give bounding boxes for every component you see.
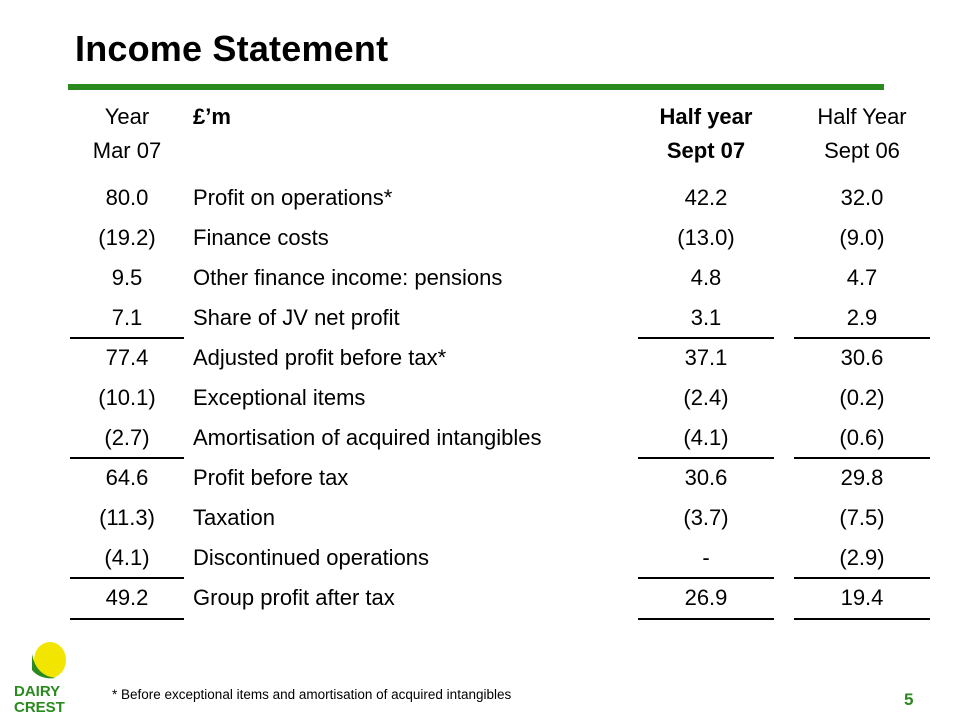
table-row: (4.1) Discontinued operations - (2.9): [0, 538, 960, 578]
cell-half1: 30.6: [684, 465, 728, 490]
cell-label: Other finance income: pensions: [193, 265, 503, 290]
cell-half2: (0.2): [839, 385, 885, 410]
bottom-rule-half1: [638, 618, 774, 620]
table-row-total: 49.2 Group profit after tax 26.9 19.4: [0, 577, 960, 620]
table-row-subtotal: 77.4 Adjusted profit before tax* 37.1 30…: [0, 337, 960, 378]
subtotal-rule-half2: [794, 457, 930, 459]
total-rule-year: [70, 577, 184, 579]
table-row: (11.3) Taxation (3.7) (7.5): [0, 498, 960, 538]
cell-half1: (13.0): [677, 225, 735, 250]
header-year-line1: Year: [104, 104, 150, 129]
cell-year: (19.2): [98, 225, 156, 250]
cell-label: Taxation: [193, 505, 275, 530]
cell-half2: (0.6): [839, 425, 885, 450]
cell-year: (2.7): [104, 425, 150, 450]
cell-year: (4.1): [104, 545, 150, 570]
header-year: Year Mar 07: [70, 100, 184, 168]
page-number: 5: [904, 690, 914, 709]
table-row: (19.2) Finance costs (13.0) (9.0): [0, 218, 960, 258]
logo-text-bottom: CREST: [14, 699, 65, 716]
cell-label: Amortisation of acquired intangibles: [193, 425, 542, 450]
cell-label: Adjusted profit before tax*: [193, 345, 447, 370]
cell-half2: (2.9): [839, 545, 885, 570]
cell-half1: 4.8: [690, 265, 722, 290]
cell-label: Exceptional items: [193, 385, 366, 410]
header-half1-line1: Half year: [659, 104, 753, 129]
dairy-crest-logo: DAIRY CREST: [10, 640, 74, 716]
cell-label: Finance costs: [193, 225, 329, 250]
bottom-rule-year: [70, 618, 184, 620]
cell-year: 77.4: [105, 345, 149, 370]
cell-half1: -: [702, 545, 710, 570]
income-table: 80.0 Profit on operations* 42.2 32.0 (19…: [0, 178, 960, 620]
header-half1-line2: Sept 07: [666, 138, 746, 163]
table-row: (10.1) Exceptional items (2.4) (0.2): [0, 378, 960, 418]
cell-half1: 26.9: [684, 585, 728, 610]
cell-half2: 29.8: [840, 465, 884, 490]
bottom-rule-half2: [794, 618, 930, 620]
cell-half2: 4.7: [846, 265, 878, 290]
cell-half1: 37.1: [684, 345, 728, 370]
header-year-line2: Mar 07: [92, 138, 162, 163]
cell-half2: 30.6: [840, 345, 884, 370]
cell-label: Share of JV net profit: [193, 305, 400, 330]
total-rule-half2: [794, 577, 930, 579]
cell-half2: (7.5): [839, 505, 885, 530]
table-row: 80.0 Profit on operations* 42.2 32.0: [0, 178, 960, 218]
cell-year: 49.2: [105, 585, 149, 610]
header-label: £’m: [193, 104, 231, 129]
table-row-subtotal: 64.6 Profit before tax 30.6 29.8: [0, 457, 960, 498]
total-rule-half1: [638, 577, 774, 579]
cell-half1: (2.4): [683, 385, 729, 410]
cell-year: 7.1: [111, 305, 143, 330]
cell-half2: 32.0: [840, 185, 884, 210]
cell-year: 9.5: [111, 265, 143, 290]
page-title: Income Statement: [75, 28, 389, 69]
title-underline: [68, 84, 884, 90]
sun-logo-icon: DAIRY CREST: [14, 642, 66, 716]
subtotal-rule-year: [70, 457, 184, 459]
cell-half1: (3.7): [683, 505, 729, 530]
cell-half2: 19.4: [840, 585, 884, 610]
header-half-year-sept07: Half year Sept 07: [638, 100, 774, 168]
cell-label: Discontinued operations: [193, 545, 430, 570]
cell-label: Group profit after tax: [193, 585, 395, 610]
cell-half1: (4.1): [683, 425, 729, 450]
subtotal-rule-half1: [638, 457, 774, 459]
cell-year: (11.3): [99, 505, 155, 530]
cell-label: Profit on operations*: [193, 185, 393, 210]
table-row: 9.5 Other finance income: pensions 4.8 4…: [0, 258, 960, 298]
cell-half2: 2.9: [846, 305, 878, 330]
cell-half1: 42.2: [684, 185, 728, 210]
cell-half2: (9.0): [839, 225, 885, 250]
cell-year: (10.1): [98, 385, 156, 410]
subtotal-rule-half1: [638, 337, 774, 339]
cell-year: 64.6: [105, 465, 149, 490]
logo-text-top: DAIRY: [14, 683, 60, 700]
cell-label: Profit before tax: [193, 465, 349, 490]
subtotal-rule-year: [70, 337, 184, 339]
table-row: 7.1 Share of JV net profit 3.1 2.9: [0, 298, 960, 338]
table-row: (2.7) Amortisation of acquired intangibl…: [0, 418, 960, 458]
header-half2-line2: Sept 06: [824, 138, 900, 163]
header-half2-line1: Half Year: [817, 104, 907, 129]
header-half-year-sept06: Half Year Sept 06: [794, 100, 930, 168]
subtotal-rule-half2: [794, 337, 930, 339]
cell-half1: 3.1: [690, 305, 722, 330]
footnote: * Before exceptional items and amortisat…: [112, 687, 512, 702]
cell-year: 80.0: [105, 185, 149, 210]
